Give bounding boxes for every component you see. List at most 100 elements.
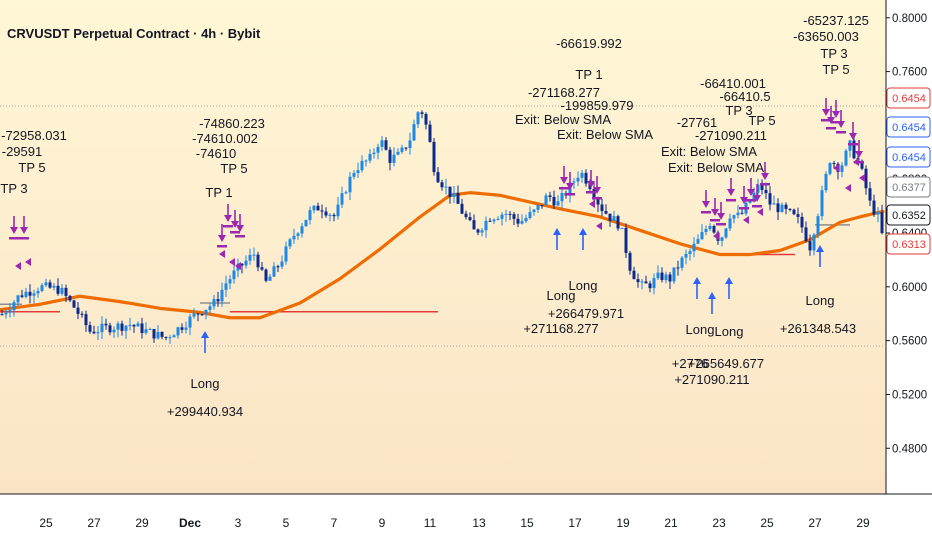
trade-annotation: TP 5 xyxy=(220,161,247,176)
candle-body xyxy=(728,218,732,229)
candle-body xyxy=(112,329,116,333)
exit-bar xyxy=(739,207,749,210)
candle-body xyxy=(860,160,864,169)
candle-body xyxy=(828,163,832,174)
trade-annotation: -74610 xyxy=(196,146,236,161)
candle-body xyxy=(184,327,188,330)
trade-annotation: +261348.543 xyxy=(780,321,856,336)
candle-body xyxy=(80,313,84,315)
trade-annotation: Exit: Below SMA xyxy=(515,112,611,127)
candle-body xyxy=(680,257,684,268)
exit-arrowhead xyxy=(702,201,710,208)
candle-body xyxy=(280,261,284,267)
trade-annotation: Exit: Below SMA xyxy=(668,160,764,175)
exit-bar xyxy=(831,121,841,124)
candle-body xyxy=(192,313,196,317)
candle-body xyxy=(596,198,600,205)
exit-bar xyxy=(223,225,233,228)
candle-body xyxy=(92,331,96,334)
exit-bar xyxy=(701,211,711,214)
y-tick-label: 0.8000 xyxy=(892,13,927,25)
candle-body xyxy=(328,214,332,216)
candle-body xyxy=(852,140,856,159)
exit-arrowhead xyxy=(822,109,830,116)
long-entry-arrowhead xyxy=(708,292,716,299)
candle-body xyxy=(412,124,416,141)
candle-body xyxy=(244,260,248,266)
trade-annotation: -63650.003 xyxy=(793,29,859,44)
exit-flag xyxy=(25,258,31,266)
candle-body xyxy=(560,193,564,202)
exit-bar xyxy=(746,199,756,202)
x-tick-label: 27 xyxy=(87,516,101,530)
exit-bar xyxy=(760,183,770,186)
trade-annotation: TP 5 xyxy=(18,160,45,175)
candle-body xyxy=(288,239,292,247)
x-tick-label: 29 xyxy=(135,516,149,530)
candle-body xyxy=(556,201,560,206)
candle-body xyxy=(816,216,820,235)
candle-body xyxy=(548,195,552,197)
trade-annotation: Long xyxy=(569,278,598,293)
price-badge xyxy=(886,204,931,226)
exit-flag xyxy=(859,174,865,182)
exit-arrowhead xyxy=(560,177,568,184)
trade-annotation: -74860.223 xyxy=(199,116,265,131)
candle-body xyxy=(376,146,380,153)
trade-annotation: TP 5 xyxy=(748,113,775,128)
candle-body xyxy=(204,309,208,315)
candle-body xyxy=(872,200,876,215)
candle-body xyxy=(316,205,320,211)
candle-body xyxy=(640,281,644,283)
candle-body xyxy=(372,152,376,155)
exit-arrowhead xyxy=(711,209,719,216)
x-tick-label: 29 xyxy=(856,516,870,530)
exit-bar xyxy=(848,143,858,146)
candle-body xyxy=(400,147,404,152)
trade-annotation: TP 3 xyxy=(820,46,847,61)
candle-body xyxy=(172,335,176,338)
exit-arrowhead xyxy=(837,121,845,128)
candle-body xyxy=(136,323,140,327)
trade-annotation: +266479.971 xyxy=(548,306,624,321)
candle-body xyxy=(468,217,472,221)
candle-body xyxy=(848,140,852,151)
candle-body xyxy=(780,204,784,213)
candle-body xyxy=(668,274,672,282)
candle-body xyxy=(448,186,452,197)
candle-body xyxy=(520,221,524,224)
candle-body xyxy=(760,184,764,190)
time-axis-background xyxy=(0,494,932,550)
price-badge xyxy=(886,116,931,138)
candle-body xyxy=(96,332,100,334)
exit-arrowhead xyxy=(224,215,232,222)
candle-body xyxy=(480,230,484,233)
candle-body xyxy=(120,323,124,331)
candle-body xyxy=(284,246,288,262)
price-badge xyxy=(886,176,931,198)
exit-bar xyxy=(565,193,575,196)
trade-annotation: Long xyxy=(191,376,220,391)
exit-bar xyxy=(836,131,846,134)
trade-annotation: TP 3 xyxy=(0,181,27,196)
trade-annotation: Long xyxy=(715,324,744,339)
candle-body xyxy=(536,204,540,210)
exit-arrowhead xyxy=(218,235,226,242)
candle-body xyxy=(88,325,92,332)
exit-arrowhead xyxy=(20,227,28,234)
long-entry-arrowhead xyxy=(725,277,733,284)
candle-body xyxy=(712,226,716,233)
y-tick-label: 0.6000 xyxy=(892,282,927,294)
exit-flag xyxy=(743,216,749,224)
candle-body xyxy=(196,313,200,315)
exit-bar xyxy=(752,205,762,208)
trade-annotation: +2776 xyxy=(672,356,709,371)
y-tick-label: 0.4800 xyxy=(892,443,927,455)
trade-annotation: +299440.934 xyxy=(167,404,243,419)
candle-body xyxy=(440,182,444,188)
candle-body xyxy=(232,270,236,280)
candle-body xyxy=(12,302,16,311)
candle-body xyxy=(408,140,412,149)
candle-body xyxy=(624,227,628,253)
